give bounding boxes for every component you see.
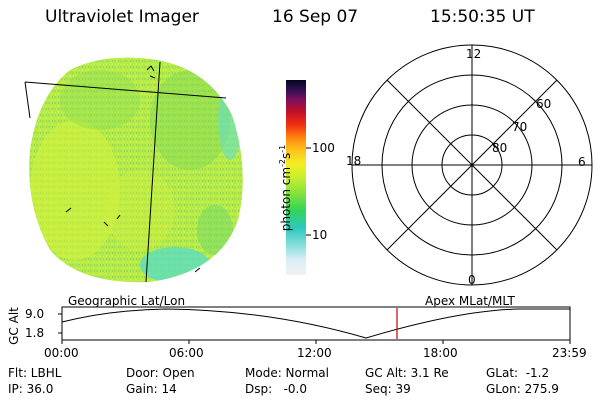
orbit-plot	[58, 306, 571, 344]
polar-plot	[351, 44, 593, 286]
unit-s: s	[279, 152, 293, 159]
apex-title: Apex MLat/MLT	[425, 294, 515, 308]
unit-exp2: -1	[278, 144, 287, 153]
mlt-label-18: 18	[346, 154, 362, 168]
mlt-diagonal-2	[386, 79, 558, 251]
orbit-plot-frame	[61, 306, 571, 341]
lon-grid-line	[145, 61, 161, 283]
time-label: 15:50:35 UT	[430, 7, 535, 27]
date-label: 16 Sep 07	[272, 7, 359, 27]
status-col-door: Door: Open Gain: 14	[126, 365, 195, 397]
mode-value: Mode: Normal	[245, 366, 329, 380]
lat-grid-line	[24, 81, 227, 99]
instrument-title: Ultraviolet Imager	[45, 7, 199, 27]
orbit-xtick-2359: 23:59	[552, 346, 587, 360]
mlt-label-12: 12	[466, 47, 482, 61]
status-col-alt: GC Alt: 3.1 Re Seq: 39	[365, 365, 449, 397]
mlt-label-6: 6	[578, 155, 586, 169]
uv-disk-image	[24, 57, 243, 283]
coastline-fragment	[146, 65, 156, 79]
orbit-ylabel: GC Alt	[7, 307, 21, 345]
mlat-label-60: 60	[536, 97, 552, 111]
orbit-ytick-1-8: 1.8	[25, 326, 45, 340]
filter-value: Flt: LBHL	[8, 366, 62, 380]
coastline-fragment	[65, 207, 201, 273]
orbit-xtick-0000: 00:00	[44, 346, 79, 360]
mlat-label-70: 70	[512, 120, 528, 134]
colorbar-tick-100: 100	[312, 141, 335, 155]
colorbar	[286, 80, 311, 275]
gc-alt-value: GC Alt: 3.1 Re	[365, 366, 449, 380]
orbit-xtick-1800: 18:00	[423, 346, 458, 360]
status-col-filter: Flt: LBHL IP: 36.0	[8, 365, 61, 397]
mlat-label-80: 80	[492, 141, 508, 155]
ip-value: IP: 36.0	[8, 382, 54, 396]
status-col-glat: GLat: -1.2 GLon: 275.9	[486, 365, 559, 397]
colorbar-tick-10: 10	[312, 228, 328, 242]
status-col-mode: Mode: Normal Dsp: -0.0	[245, 365, 329, 397]
door-value: Door: Open	[126, 366, 195, 380]
dsp-value: Dsp: -0.0	[245, 382, 308, 396]
colorbar-unit-label: photon cm-2s-1	[278, 128, 293, 248]
unit-main: photon cm	[279, 166, 293, 232]
lon-grid-edge	[24, 81, 31, 119]
mlt-label-0: 0	[468, 273, 476, 287]
unit-exp1: -2	[278, 158, 287, 167]
orbit-ytick-9: 9.0	[25, 307, 45, 321]
altitude-curve	[61, 308, 570, 339]
seq-value: Seq: 39	[365, 382, 411, 396]
orbit-xtick-0600: 06:00	[169, 346, 204, 360]
glat-value: GLat: -1.2	[486, 366, 550, 380]
glon-value: GLon: 275.9	[486, 382, 559, 396]
colorbar-gradient	[286, 80, 306, 275]
orbit-xtick-1200: 12:00	[297, 346, 332, 360]
geographic-title: Geographic Lat/Lon	[68, 294, 186, 308]
gain-value: Gain: 14	[126, 382, 177, 396]
